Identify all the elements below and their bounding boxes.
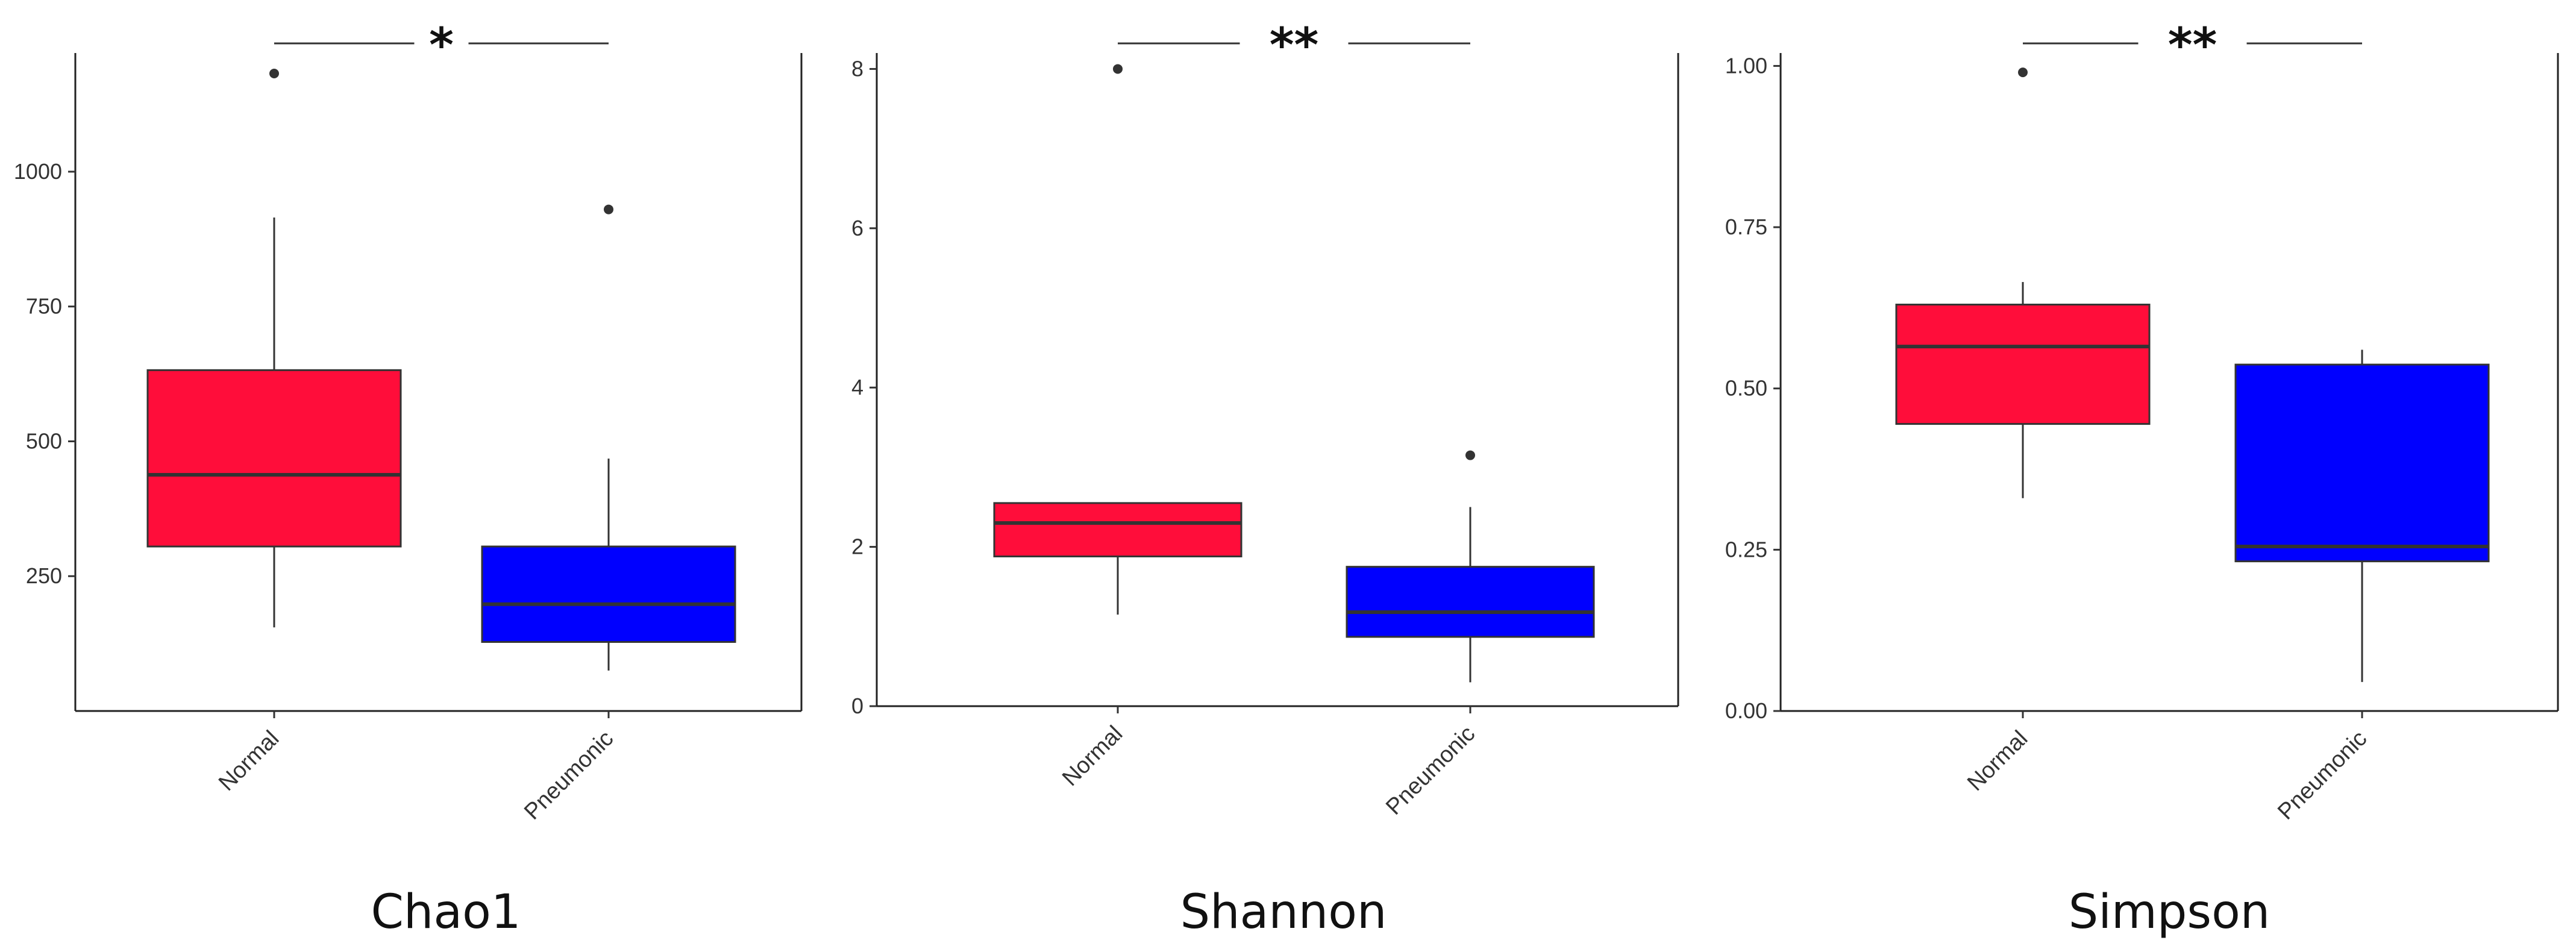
panel-simpson: 0.00 0.25 0.50 0.75 1.00 Normal Pneumonic ** Sim… [1725, 19, 2559, 939]
y-tick-label: 6 [851, 216, 863, 240]
x-tick-label: Normal [214, 726, 284, 796]
box-normal [146, 69, 402, 628]
x-tick-label: Pneumonic [1381, 721, 1480, 820]
y-tick-label: 250 [26, 563, 62, 588]
outlier-point [604, 204, 613, 215]
y-tick-label: 2 [851, 534, 863, 559]
x-tick-label: Pneumonic [519, 726, 618, 825]
box-body [2234, 363, 2490, 563]
outlier-point [2018, 67, 2028, 78]
y-tick-label: 1.00 [1725, 53, 1767, 78]
panel-title: Simpson [2069, 885, 2270, 939]
y-tick-label: 0.50 [1725, 376, 1767, 401]
y-tick-label: 0 [851, 694, 863, 718]
outlier-point [269, 69, 279, 79]
panel-shannon: 0 2 4 6 8 Normal Pneumonic ** Shannon [851, 19, 1679, 939]
box-normal [993, 64, 1243, 615]
box-body [1346, 566, 1595, 638]
panel-title: Chao1 [371, 885, 521, 939]
box-body [146, 369, 402, 548]
panel-title: Shannon [1180, 885, 1387, 939]
y-tick-label: 4 [851, 375, 863, 399]
box-pneumonic [481, 204, 736, 671]
y-tick-label: 0.00 [1725, 698, 1767, 723]
box-normal [1895, 67, 2151, 498]
box-body [481, 545, 736, 643]
y-tick-label: 1000 [14, 159, 62, 184]
x-tick-label: Normal [1058, 721, 1127, 791]
y-tick-label: 0.75 [1725, 215, 1767, 239]
significance-label: ** [2168, 19, 2217, 73]
y-tick-label: 500 [26, 428, 62, 453]
outlier-point [1465, 450, 1475, 460]
box-body [1895, 304, 2151, 425]
box-pneumonic [1346, 450, 1595, 683]
box-body [993, 502, 1243, 557]
x-tick-label: Normal [1963, 726, 2032, 796]
outlier-point [1113, 64, 1123, 74]
panel-chao1: 250 500 750 1000 Normal Pneumonic * Chao1 [14, 19, 803, 939]
significance-label: * [429, 19, 454, 73]
y-tick-label: 0.25 [1725, 537, 1767, 562]
x-tick-label: Pneumonic [2273, 726, 2372, 825]
significance-label: ** [1270, 19, 1319, 73]
box-pneumonic [2234, 349, 2490, 682]
y-tick-label: 8 [851, 56, 863, 81]
y-tick-label: 750 [26, 294, 62, 319]
